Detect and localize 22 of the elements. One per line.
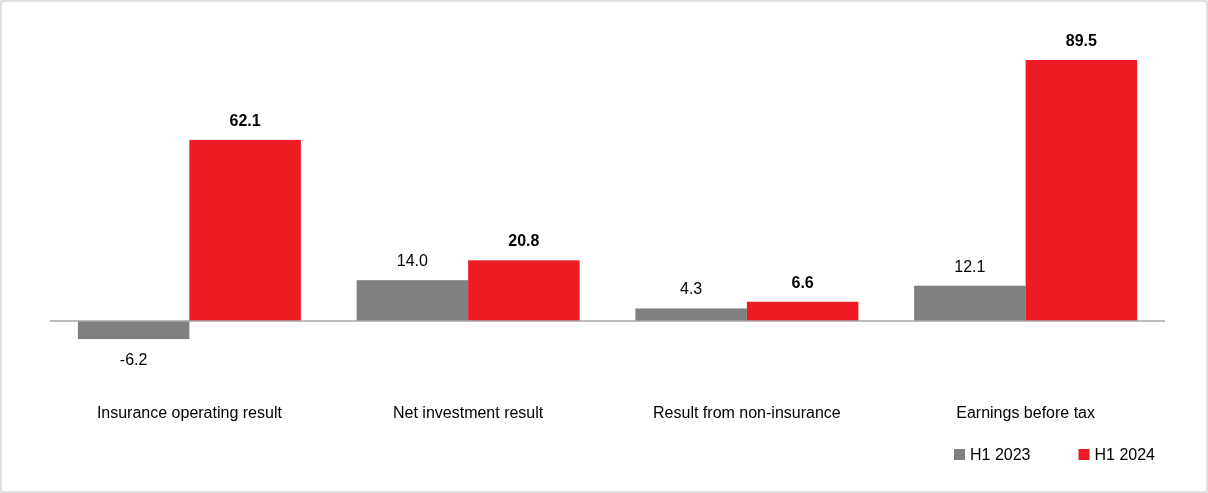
data-label: 4.3 xyxy=(680,280,703,298)
x-tick-label: Insurance operating result xyxy=(96,404,283,422)
data-label: 20.8 xyxy=(508,232,540,250)
bar xyxy=(189,139,301,321)
legend-label: H1 2024 xyxy=(1094,446,1156,463)
bar xyxy=(468,260,580,321)
legend-label: H1 2023 xyxy=(970,446,1031,463)
bar xyxy=(77,321,190,340)
data-label: -6.2 xyxy=(119,351,148,369)
bar xyxy=(635,308,747,321)
bar xyxy=(356,280,469,321)
x-tick-label: Result from non-insurance xyxy=(653,404,841,422)
x-tick-label: Earnings before tax xyxy=(956,404,1095,422)
data-label: 89.5 xyxy=(1065,32,1098,49)
bar xyxy=(914,285,1026,321)
data-label: 6.6 xyxy=(791,273,814,291)
data-label: 14.0 xyxy=(396,252,429,270)
x-tick-label: Net investment result xyxy=(392,404,544,422)
data-label: 12.1 xyxy=(954,257,986,275)
bar xyxy=(746,301,859,321)
bar xyxy=(1025,60,1138,321)
data-label: 62.1 xyxy=(229,111,261,129)
